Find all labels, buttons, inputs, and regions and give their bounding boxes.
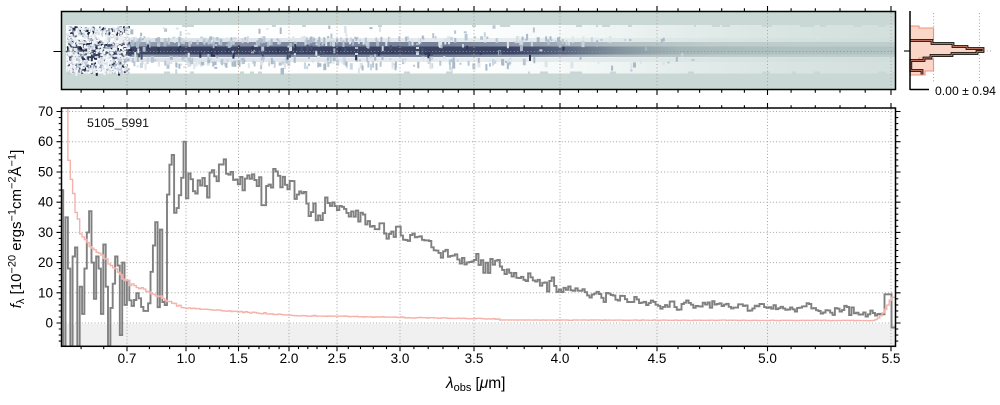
svg-text:20: 20 [38,255,53,270]
svg-text:4.5: 4.5 [648,351,667,366]
svg-text:50: 50 [38,165,53,180]
svg-text:10: 10 [38,285,53,300]
svg-text:3.5: 3.5 [465,351,484,366]
svg-text:fλ [10−20 ergs−1cm−2Å−1]: fλ [10−20 ergs−1cm−2Å−1] [7,150,28,309]
svg-text:60: 60 [38,134,53,149]
svg-text:5105_5991: 5105_5991 [87,116,149,130]
svg-text:1.5: 1.5 [229,351,248,366]
svg-text:2.0: 2.0 [280,351,299,366]
svg-text:40: 40 [38,195,53,210]
svg-text:λobs [μm]: λobs [μm] [445,375,505,394]
svg-text:0.7: 0.7 [118,351,137,366]
svg-text:3.0: 3.0 [391,351,410,366]
svg-text:30: 30 [38,225,53,240]
svg-text:0: 0 [45,316,53,331]
svg-text:1.0: 1.0 [177,351,196,366]
svg-text:0.00 ± 0.94: 0.00 ± 0.94 [935,84,996,98]
svg-text:5.5: 5.5 [882,351,901,366]
svg-text:4.0: 4.0 [551,351,570,366]
svg-text:2.5: 2.5 [328,351,347,366]
svg-text:5.0: 5.0 [758,351,777,366]
svg-text:70: 70 [38,104,53,119]
